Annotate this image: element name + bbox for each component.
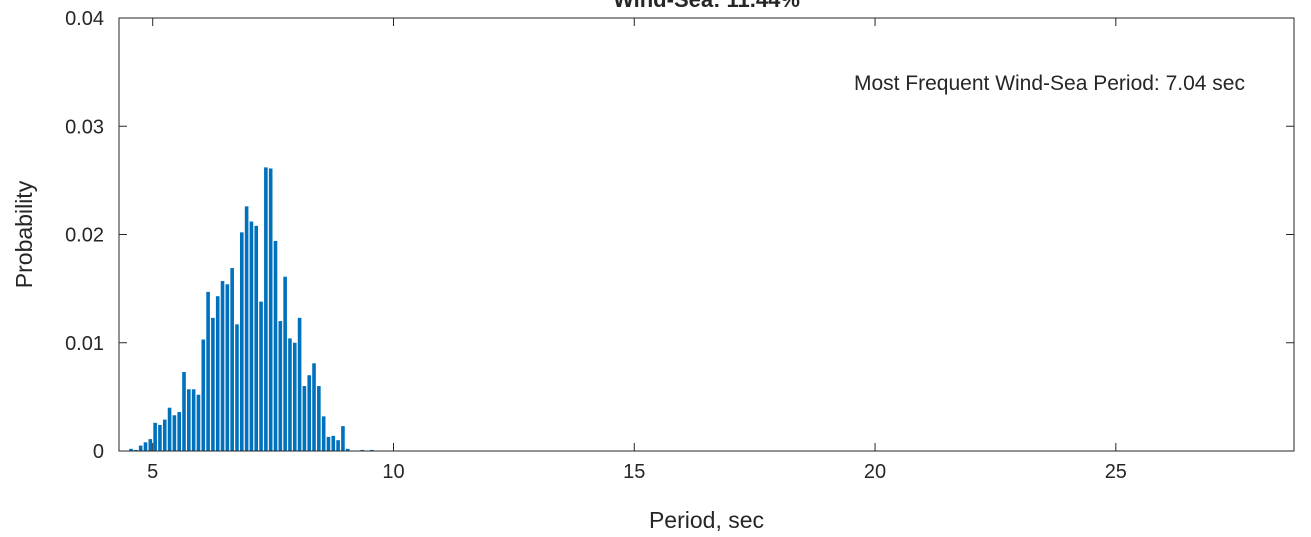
histogram-bar [345,448,350,451]
y-tick-label: 0.03 [65,116,104,138]
most-frequent-period-annotation: Most Frequent Wind-Sea Period: 7.04 sec [854,72,1245,95]
y-tick-label: 0 [93,441,104,463]
histogram-bar [244,206,249,451]
histogram-bar [215,296,220,451]
histogram-bar [268,168,273,451]
histogram-bar [235,324,239,451]
histogram-bar [167,407,172,451]
histogram-bar [182,371,186,451]
y-tick-label: 0.02 [65,225,104,247]
x-tick-label: 15 [623,461,645,483]
y-tick-label: 0.01 [65,333,104,355]
histogram-bar [220,281,225,451]
histogram-bar [288,338,292,451]
histogram-bar [239,232,244,451]
x-tick-label: 25 [1105,461,1127,483]
histogram-bar [129,448,133,451]
histogram-bar [225,284,230,451]
histogram-bar [249,221,254,451]
histogram-bar [254,225,259,451]
histogram-bar [172,415,177,451]
histogram-bar [292,342,297,451]
x-tick-label: 10 [382,461,404,483]
bar-series [129,167,374,451]
histogram-bar [336,440,340,451]
chart-title: Wind-Sea: 11.44% [613,0,800,12]
histogram-bar [148,439,153,451]
histogram-bar [341,426,345,451]
histogram-bar [273,241,278,451]
histogram-bar [297,317,302,451]
histogram-bar [331,435,336,451]
histogram-bar [302,386,307,451]
histogram-bar [283,276,287,451]
histogram-bar [138,445,143,451]
histogram-bar [177,412,181,451]
histogram-bar [134,449,138,451]
y-axis-label: Probability [11,180,37,288]
histogram-bar [370,449,374,451]
histogram-bar [196,394,201,451]
histogram-bar [321,416,326,451]
histogram-bar [187,389,191,451]
x-tick-label: 20 [864,461,886,483]
histogram-bar [162,419,167,451]
histogram-bar [360,449,364,451]
histogram-bar [211,317,215,451]
histogram-bar [264,167,268,451]
histogram-bar [153,422,157,451]
histogram-bar [278,321,283,451]
axis-tick-labels: 5 10 15 20 25 0 0.01 0.02 0.03 0.04 [65,8,1127,483]
histogram-bar [230,268,234,451]
axis-ticks [119,17,1294,452]
histogram-bar [158,425,162,451]
y-tick-label: 0.04 [65,8,104,30]
histogram-bar [259,301,263,451]
histogram-bar [317,386,321,451]
histogram-bar [191,389,196,451]
histogram-bar [312,363,316,451]
histogram-bar [201,339,206,451]
histogram-bar [206,291,210,451]
histogram-bar [326,436,331,451]
histogram-bar [307,375,312,451]
histogram-bar [143,442,148,451]
x-tick-label: 5 [147,461,158,483]
x-axis-label: Period, sec [649,507,764,533]
